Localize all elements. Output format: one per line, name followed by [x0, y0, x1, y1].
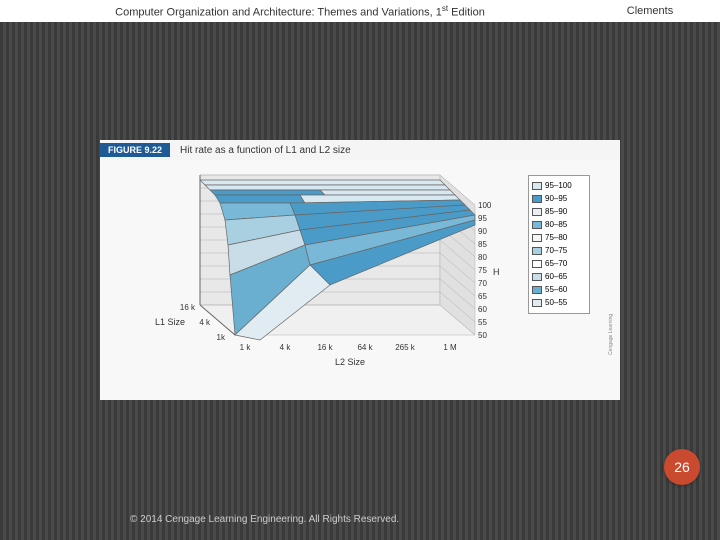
y-axis-label: L1 Size	[155, 317, 185, 327]
svg-text:1 M: 1 M	[443, 343, 457, 352]
chart-area: 100 95 90 85 80 75 70 65 60 55 50 Hit Ra…	[100, 160, 620, 400]
svg-text:65: 65	[478, 292, 487, 301]
legend-swatch	[532, 195, 542, 203]
surface-plot: 100 95 90 85 80 75 70 65 60 55 50 Hit Ra…	[120, 165, 500, 390]
legend-label: 65–70	[545, 258, 567, 270]
svg-text:90: 90	[478, 227, 487, 236]
legend-row: 75–80	[532, 232, 586, 244]
legend-swatch	[532, 182, 542, 190]
svg-text:85: 85	[478, 240, 487, 249]
figure-container: FIGURE 9.22 Hit rate as a function of L1…	[100, 140, 620, 400]
legend-row: 50–55	[532, 297, 586, 309]
title-prefix: Computer Organization and Architecture: …	[115, 6, 442, 18]
legend-row: 60–65	[532, 271, 586, 283]
page-number: 26	[664, 449, 700, 485]
figure-badge: FIGURE 9.22	[100, 143, 170, 157]
image-credit: Cengage Learning	[608, 175, 618, 355]
legend-swatch	[532, 247, 542, 255]
legend-label: 90–95	[545, 193, 567, 205]
header-title: Computer Organization and Architecture: …	[10, 4, 590, 19]
legend-swatch	[532, 260, 542, 268]
legend-swatch	[532, 286, 542, 294]
legend-label: 85–90	[545, 206, 567, 218]
svg-text:64 k: 64 k	[357, 343, 373, 352]
legend-label: 55–60	[545, 284, 567, 296]
legend-swatch	[532, 299, 542, 307]
legend-row: 90–95	[532, 193, 586, 205]
legend-row: 65–70	[532, 258, 586, 270]
legend-row: 80–85	[532, 219, 586, 231]
svg-text:16 k: 16 k	[317, 343, 333, 352]
svg-text:4 k: 4 k	[280, 343, 292, 352]
x-axis-label: L2 Size	[335, 357, 365, 367]
svg-text:50: 50	[478, 331, 487, 340]
slide: Computer Organization and Architecture: …	[0, 0, 720, 540]
svg-text:1 k: 1 k	[240, 343, 252, 352]
legend-row: 55–60	[532, 284, 586, 296]
title-suffix: Edition	[448, 6, 485, 18]
legend-label: 50–55	[545, 297, 567, 309]
legend-label: 75–80	[545, 232, 567, 244]
svg-text:1k: 1k	[217, 333, 226, 342]
figure-header: FIGURE 9.22 Hit rate as a function of L1…	[100, 140, 620, 160]
slide-header: Computer Organization and Architecture: …	[0, 0, 720, 22]
x-tick-labels: 1 k 4 k 16 k 64 k 265 k 1 M	[240, 343, 457, 352]
header-author: Clements	[590, 5, 710, 17]
legend-swatch	[532, 221, 542, 229]
legend-label: 80–85	[545, 219, 567, 231]
legend-row: 95–100	[532, 180, 586, 192]
legend: 95–10090–9585–9080–8575–8070–7565–7060–6…	[528, 175, 590, 314]
svg-text:265 k: 265 k	[395, 343, 416, 352]
svg-text:80: 80	[478, 253, 487, 262]
legend-row: 85–90	[532, 206, 586, 218]
svg-text:75: 75	[478, 266, 487, 275]
svg-text:4 k: 4 k	[199, 318, 211, 327]
z-tick-labels: 100 95 90 85 80 75 70 65 60 55 50	[478, 201, 492, 340]
svg-text:95: 95	[478, 214, 487, 223]
figure-caption: Hit rate as a function of L1 and L2 size	[180, 145, 351, 156]
legend-swatch	[532, 273, 542, 281]
footer-copyright: © 2014 Cengage Learning Engineering. All…	[130, 514, 399, 525]
svg-text:16 k: 16 k	[180, 303, 196, 312]
legend-swatch	[532, 234, 542, 242]
svg-text:70: 70	[478, 279, 487, 288]
legend-label: 95–100	[545, 180, 572, 192]
svg-text:55: 55	[478, 318, 487, 327]
legend-label: 60–65	[545, 271, 567, 283]
svg-text:100: 100	[478, 201, 492, 210]
legend-row: 70–75	[532, 245, 586, 257]
legend-label: 70–75	[545, 245, 567, 257]
z-axis-label: Hit Rate	[493, 267, 500, 277]
svg-text:60: 60	[478, 305, 487, 314]
legend-swatch	[532, 208, 542, 216]
